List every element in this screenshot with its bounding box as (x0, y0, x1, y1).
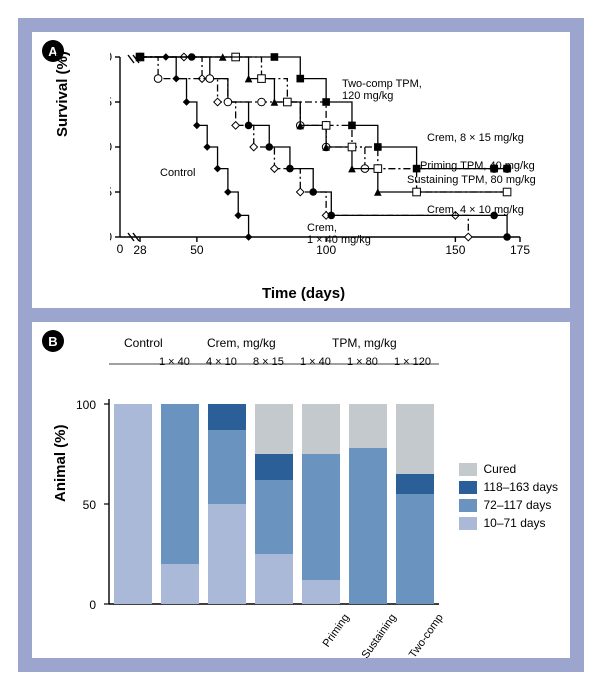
y-axis-title-b: Animal (%) (52, 424, 69, 502)
legend-label: Cured (483, 462, 516, 476)
svg-text:0: 0 (117, 242, 124, 256)
panel-b: B Animal (%) Control Crem, mg/kg TPM, mg/k… (32, 322, 570, 658)
legend-label: 10–71 days (483, 516, 545, 530)
legend-label: 118–163 days (483, 480, 558, 494)
y-axis-title-a: Survival (%) (54, 51, 71, 137)
legend-swatch (459, 517, 477, 530)
svg-text:50: 50 (110, 140, 112, 154)
ytick-label: 50 (66, 498, 96, 512)
svg-text:28: 28 (133, 243, 147, 257)
series-label: Crem, 8 × 15 mg/kg (427, 132, 524, 144)
legend-item: 10–71 days (459, 516, 558, 530)
ytick-label: 100 (66, 398, 96, 412)
bar-top-label: 1 × 80 (347, 356, 378, 368)
series-label: Priming TPM, 40 mg/kg (420, 160, 535, 172)
chart-b-plot (104, 354, 444, 594)
svg-text:0: 0 (110, 230, 112, 244)
series-label: Crem, 4 × 10 mg/kg (427, 204, 524, 216)
legend-swatch (459, 463, 477, 476)
ytick-label: 0 (66, 598, 96, 612)
series-label: Control (160, 167, 195, 179)
bar-top-label: 1 × 120 (394, 356, 431, 368)
bar-top-label: 4 × 10 (206, 356, 237, 368)
bar-top-label: 1 × 40 (300, 356, 331, 368)
legend-swatch (459, 481, 477, 494)
group-header: Control (124, 336, 163, 350)
legend-item: Cured (459, 462, 558, 476)
legend-item: 118–163 days (459, 480, 558, 494)
svg-text:50: 50 (190, 243, 204, 257)
svg-text:100: 100 (110, 52, 112, 64)
series-label: Two-comp TPM,120 mg/kg (342, 78, 422, 102)
panel-a: A Survival (%) Time (days) 0255075100028… (32, 32, 570, 322)
bar-top-label: 8 × 15 (253, 356, 284, 368)
figure-frame: A Survival (%) Time (days) 0255075100028… (18, 18, 584, 672)
legend-b: Cured 118–163 days 72–117 days 10–71 days (459, 462, 558, 534)
group-header: TPM, mg/kg (332, 336, 397, 350)
svg-text:175: 175 (510, 243, 530, 257)
legend-label: 72–117 days (483, 498, 551, 512)
svg-text:25: 25 (110, 185, 112, 199)
chart-b-svg (104, 354, 444, 654)
panel-badge-b: B (42, 330, 64, 352)
x-axis-title-a: Time (days) (262, 285, 345, 302)
series-label: Sustaining TPM, 80 mg/kg (407, 174, 536, 186)
legend-item: 72–117 days (459, 498, 558, 512)
series-label: Crem,1 × 40 mg/kg (307, 222, 371, 246)
svg-text:75: 75 (110, 95, 112, 109)
legend-swatch (459, 499, 477, 512)
bar-top-label: 1 × 40 (159, 356, 190, 368)
svg-text:150: 150 (445, 243, 465, 257)
group-header: Crem, mg/kg (207, 336, 276, 350)
